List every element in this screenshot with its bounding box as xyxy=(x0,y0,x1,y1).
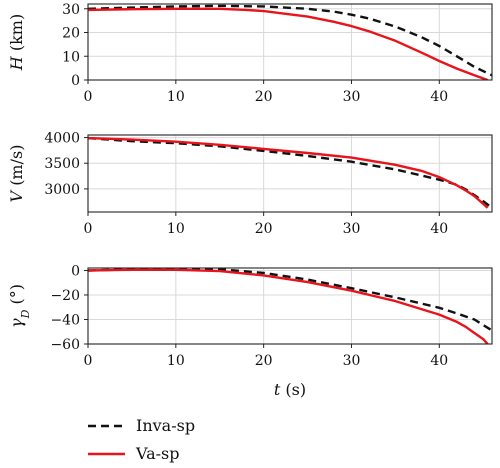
x-tick-label: 20 xyxy=(255,221,273,237)
x-tick-label: 30 xyxy=(343,353,361,369)
y-tick-label: 20 xyxy=(62,26,80,42)
y-tick-label: 3000 xyxy=(44,182,80,198)
x-tick-label: 10 xyxy=(167,353,185,369)
x-tick-label: 40 xyxy=(430,89,448,105)
x-tick-label: 40 xyxy=(430,353,448,369)
y-tick-label: 30 xyxy=(62,2,80,18)
legend-label-va-sp: Va-sp xyxy=(135,444,179,463)
series-line-va-sp xyxy=(88,268,489,344)
y-tick-label: −40 xyxy=(50,312,80,328)
x-tick-label: 30 xyxy=(343,221,361,237)
y-tick-label: −60 xyxy=(50,337,80,353)
y-tick-label: 4000 xyxy=(44,131,80,147)
x-tick-label: 0 xyxy=(84,221,93,237)
series-line-inva-sp xyxy=(88,136,492,209)
panel-2: 0 10 20 30 40 3000 3500 4000 V (m/s) xyxy=(7,131,493,237)
x-tick-label: 0 xyxy=(84,353,93,369)
series-line-inva-sp xyxy=(88,268,492,332)
y-axis-label: H (km) xyxy=(7,14,26,71)
y-axis-label: γD (°) xyxy=(7,284,32,328)
x-axis-label: t (s) xyxy=(274,380,306,399)
series-group xyxy=(88,268,492,344)
panel-1: 0 10 20 30 40 0 10 20 30 H (km) xyxy=(7,2,493,105)
panel-3: 0 10 20 30 40 0 −20 −40 −60 γD (°) t (s) xyxy=(7,263,493,399)
series-group xyxy=(88,136,492,209)
x-tick-label: 0 xyxy=(84,89,93,105)
series-line-va-sp xyxy=(88,7,489,80)
y-tick-label: 0 xyxy=(71,263,80,279)
axes-frame xyxy=(87,267,493,345)
y-tick-label: 3500 xyxy=(44,156,80,172)
axes-frame xyxy=(87,134,493,213)
x-tick-label: 30 xyxy=(343,89,361,105)
x-tick-label: 10 xyxy=(167,89,185,105)
legend: Inva-sp Va-sp xyxy=(88,416,195,463)
x-tick-label: 10 xyxy=(167,221,185,237)
y-tick-label: 10 xyxy=(62,49,80,65)
y-axis-label: V (m/s) xyxy=(7,145,26,203)
series-group xyxy=(88,4,492,80)
x-tick-label: 20 xyxy=(255,89,273,105)
axes-frame xyxy=(87,3,493,81)
x-tick-label: 20 xyxy=(255,353,273,369)
x-tick-label: 40 xyxy=(430,221,448,237)
y-tick-label: 0 xyxy=(71,73,80,89)
series-line-inva-sp xyxy=(88,4,492,77)
y-tick-label: −20 xyxy=(50,288,80,304)
legend-label-inva-sp: Inva-sp xyxy=(136,416,195,435)
series-line-va-sp xyxy=(88,136,489,209)
